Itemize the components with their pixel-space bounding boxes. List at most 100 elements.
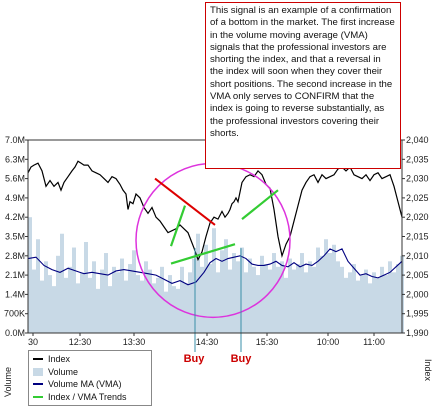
left-tick-label: 1.4M: [5, 289, 25, 299]
volume-bar: [260, 255, 264, 333]
volume-bars: [28, 217, 404, 333]
left-tick-label: 7.0M: [5, 135, 25, 145]
volume-bar: [176, 288, 180, 333]
volume-bar: [148, 269, 152, 333]
left-axis-ticks: 7.0M 6.3M 5.6M 4.9M 4.2M 3.5M 2.8M 2.1M 1.4M 700K…: [4, 135, 28, 338]
volume-bar: [324, 239, 328, 333]
legend-swatch-trends: [33, 396, 43, 399]
watermark: © MarketVolume: [38, 149, 124, 161]
x-tick-label: 14:30: [196, 337, 219, 347]
volume-bar: [164, 291, 168, 333]
volume-bar: [352, 264, 356, 333]
volume-bar: [156, 277, 160, 333]
volume-bar: [360, 275, 364, 333]
right-axis-ticks: 2,040 2,035 2,030 2,025 2,020 2,015 2,010 2,005…: [402, 135, 429, 338]
vma-line: [27, 248, 403, 286]
volume-bar: [184, 283, 188, 333]
legend-item-vma: Volume MA (VMA): [33, 378, 147, 391]
volume-bar: [380, 266, 384, 333]
volume-bar: [240, 247, 244, 333]
annotation-box: This signal is an example of a confirmat…: [205, 2, 401, 169]
right-tick-label: 1,990: [406, 328, 429, 338]
volume-bar: [304, 272, 308, 333]
buy-label-1: Buy: [184, 353, 206, 365]
volume-bar: [140, 280, 144, 333]
legend-item-index: Index: [33, 353, 147, 366]
legend-label-index: Index: [48, 354, 71, 364]
volume-bar: [108, 286, 112, 333]
volume-bar: [388, 261, 392, 333]
volume-bar: [160, 266, 164, 333]
volume-bar: [264, 264, 268, 333]
left-tick-label: 5.6M: [5, 174, 25, 184]
volume-bar: [284, 277, 288, 333]
volume-bar: [36, 239, 40, 333]
volume-bar: [200, 266, 204, 333]
legend-swatch-index: [33, 358, 43, 361]
left-axis-title: Volume: [3, 367, 13, 397]
x-axis-ticks: 30 12:30 13:30 14:30 15:30 10:00 11:00: [28, 333, 385, 347]
volume-bar: [312, 266, 316, 333]
volume-bar: [136, 275, 140, 333]
volume-bar: [308, 261, 312, 333]
volume-bar: [296, 264, 300, 333]
right-tick-label: 1,995: [406, 309, 429, 319]
volume-bar: [32, 269, 36, 333]
right-tick-label: 2,010: [406, 251, 429, 261]
volume-bar: [212, 228, 216, 333]
volume-bar: [68, 266, 72, 333]
index-series: [27, 160, 403, 262]
volume-bar: [88, 277, 92, 333]
volume-bar: [356, 280, 360, 333]
volume-bar: [236, 261, 240, 333]
volume-bar: [252, 266, 256, 333]
volume-bar: [372, 272, 376, 333]
volume-bar: [332, 244, 336, 333]
volume-bar: [344, 277, 348, 333]
volume-bar: [132, 250, 136, 333]
left-tick-label: 4.9M: [5, 193, 25, 203]
volume-bar: [272, 253, 276, 333]
x-tick-label: 11:00: [363, 337, 385, 347]
right-tick-label: 2,025: [406, 193, 429, 203]
volume-bar: [276, 266, 280, 333]
volume-bar: [244, 272, 248, 333]
volume-bar: [316, 247, 320, 333]
volume-bar: [248, 258, 252, 333]
volume-bar: [76, 283, 80, 333]
volume-bar: [180, 266, 184, 333]
volume-bar: [340, 266, 344, 333]
volume-bar: [348, 272, 352, 333]
x-tick-label: 13:30: [123, 337, 146, 347]
volume-bar: [368, 283, 372, 333]
volume-bar: [232, 253, 236, 333]
volume-bar: [64, 277, 68, 333]
volume-bar: [292, 269, 296, 333]
buy-label-2: Buy: [231, 353, 253, 365]
left-tick-label: 4.2M: [5, 212, 25, 222]
volume-bar: [192, 258, 196, 333]
left-tick-label: 6.3M: [5, 154, 25, 164]
volume-bar: [72, 247, 76, 333]
volume-bar: [124, 280, 128, 333]
left-tick-label: 0.0M: [5, 328, 25, 338]
index-trend-line-1: [169, 205, 187, 247]
volume-bar: [60, 233, 64, 333]
volume-bar: [104, 253, 108, 333]
volume-bar: [116, 272, 120, 333]
right-tick-label: 2,005: [406, 270, 429, 280]
volume-bar: [328, 253, 332, 333]
right-tick-label: 2,015: [406, 232, 429, 242]
volume-bar: [280, 261, 284, 333]
volume-bar: [172, 286, 176, 333]
volume-bar: [288, 258, 292, 333]
volume-bar: [40, 280, 44, 333]
volume-bar: [100, 269, 104, 333]
volume-bar: [300, 253, 304, 333]
volume-bar: [152, 283, 156, 333]
volume-bar: [392, 272, 396, 333]
volume-bar: [204, 244, 208, 333]
volume-bar: [208, 264, 212, 333]
volume-bar: [336, 261, 340, 333]
